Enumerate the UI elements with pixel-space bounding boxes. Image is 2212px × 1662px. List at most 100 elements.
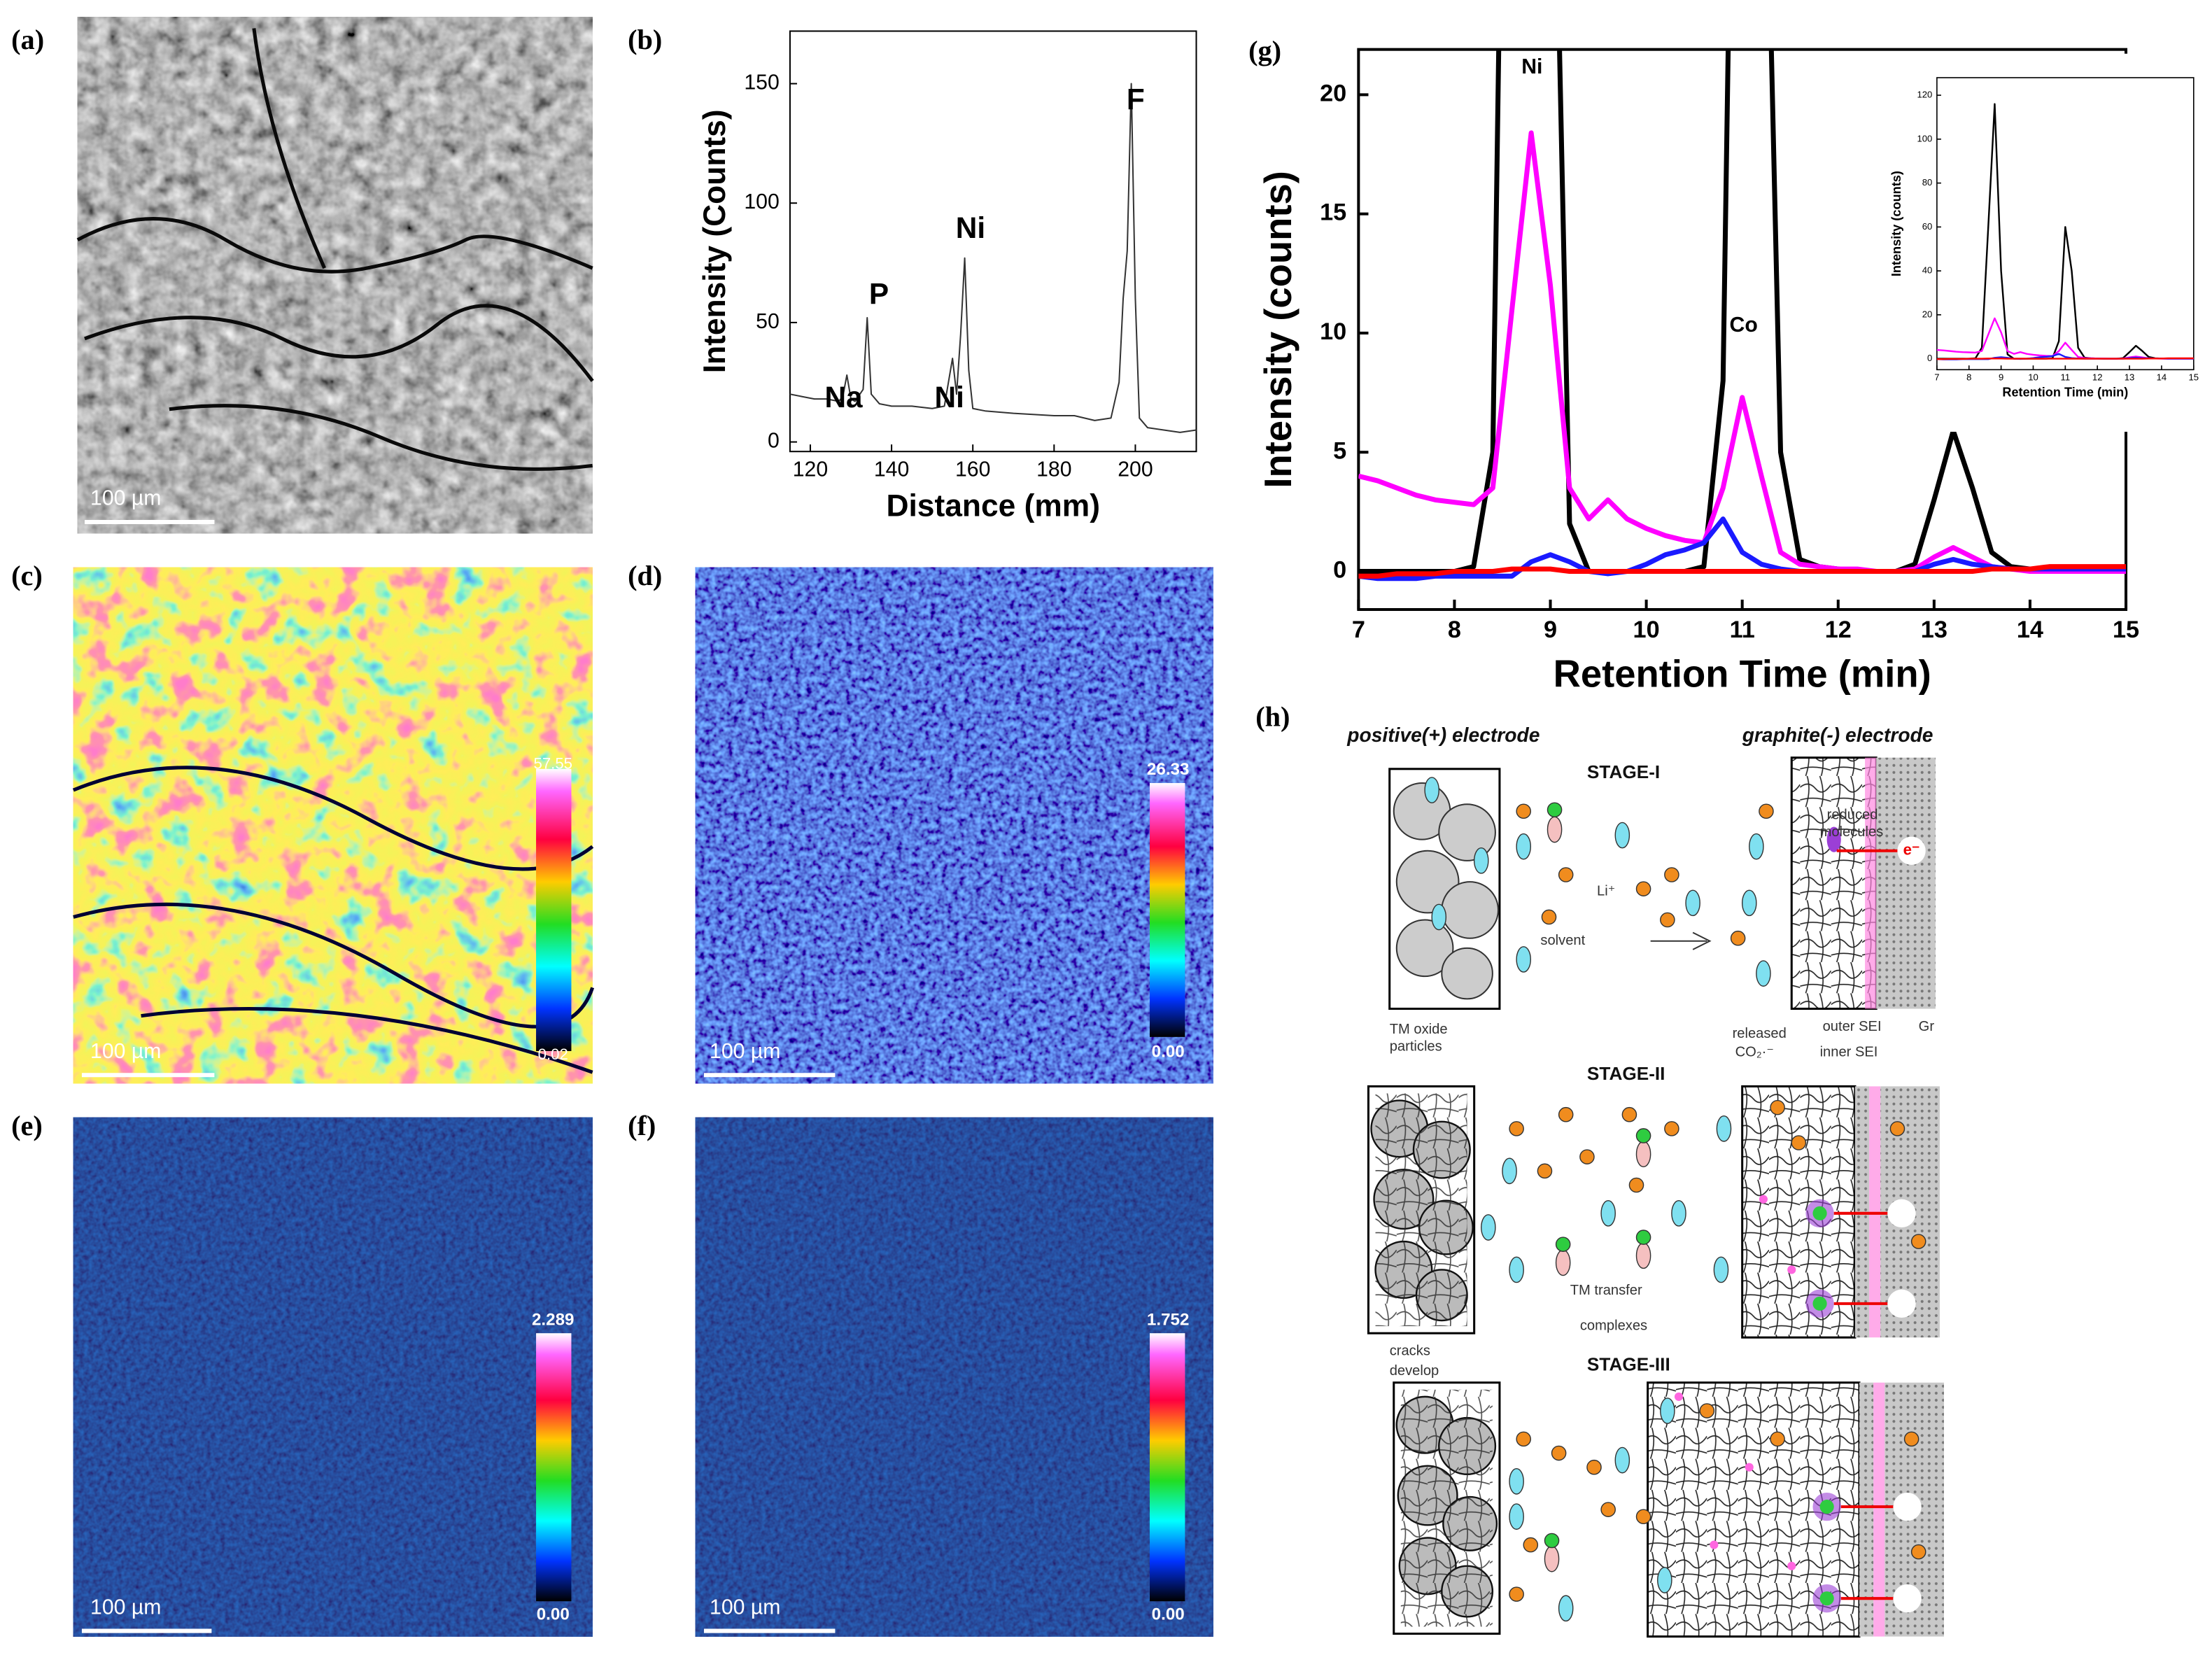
heading: graphite(-) electrode xyxy=(1742,724,1933,746)
chart: 7 8 9 10 11 12 13 14 15 0 20 40 60 80 100 120 Retention … xyxy=(1889,77,2199,400)
label: released xyxy=(1733,1026,1787,1041)
cracks xyxy=(1375,1093,1467,1327)
y-axis-label: Intensity (counts) xyxy=(1889,171,1903,276)
x-tick-label: 9 xyxy=(1999,372,2003,383)
li-ions xyxy=(1509,1099,1926,1249)
series-line xyxy=(1936,357,2194,360)
x-axis-label: Retention Time (min) xyxy=(2002,386,2128,400)
plot-frame xyxy=(789,30,1197,453)
x-tick-label: 200 xyxy=(1118,458,1153,481)
label: cracks xyxy=(1390,1344,1430,1359)
x-axis-label: Retention Time (min) xyxy=(1554,653,1931,696)
y-tick-label: 15 xyxy=(1320,199,1346,226)
label: develop xyxy=(1390,1363,1439,1379)
solvent-molecules xyxy=(1424,777,1771,987)
y-tick-label: 80 xyxy=(1922,177,1933,188)
inner-sei xyxy=(1873,1382,1885,1637)
panel-label: (h) xyxy=(1255,700,1290,732)
scale-bar-label: 100 µm xyxy=(710,1596,780,1619)
map-image xyxy=(73,1117,593,1637)
y-tick-label: 5 xyxy=(1333,437,1346,464)
x-tick-label: 14 xyxy=(2157,372,2167,383)
y-tick-label: 50 xyxy=(756,310,780,333)
heading: positive(+) electrode xyxy=(1346,724,1540,746)
colorbar-min: 0.00 xyxy=(1152,1605,1185,1624)
series-line xyxy=(1358,564,2127,579)
x-tick-label: 160 xyxy=(955,458,990,481)
annotation: Na xyxy=(824,381,863,414)
annotation: Ni xyxy=(956,211,985,244)
x-tick-label: 11 xyxy=(2061,372,2071,383)
x-tick-label: 15 xyxy=(2113,617,2139,643)
label: TM transfer xyxy=(1570,1283,1642,1298)
panel-label: (b) xyxy=(628,24,662,55)
label: outer SEI xyxy=(1823,1019,1882,1034)
panel-label: (d) xyxy=(628,560,662,591)
x-tick-label: 9 xyxy=(1544,617,1557,643)
x-tick-label: 8 xyxy=(1966,372,1971,383)
scale-bar-label: 100 µm xyxy=(90,1596,161,1619)
electron-label: e⁻ xyxy=(1903,841,1920,859)
label: solvent xyxy=(1540,933,1585,948)
scale-bar-label: 100 µm xyxy=(710,1040,780,1063)
stage-label: STAGE-I xyxy=(1587,761,1660,782)
x-tick-label: 7 xyxy=(1352,617,1365,643)
panel-a: (a) 100 µm xyxy=(11,17,594,534)
label: molecules xyxy=(1820,824,1884,840)
x-tick-label: 180 xyxy=(1036,458,1071,481)
colorbar xyxy=(536,1333,572,1602)
tm-complex xyxy=(1547,802,1563,843)
label: CO₂·⁻ xyxy=(1735,1044,1774,1059)
y-tick-label: 0 xyxy=(1927,353,1932,363)
y-tick-label: 100 xyxy=(744,190,779,213)
label: reduced xyxy=(1827,808,1878,823)
solvent-molecules xyxy=(1481,1115,1732,1283)
x-axis-label: Distance (mm) xyxy=(886,488,1100,523)
map-image xyxy=(73,567,593,1084)
panel-label: (a) xyxy=(11,24,44,55)
label: inner SEI xyxy=(1820,1044,1878,1059)
outer-sei xyxy=(1790,756,1878,1010)
series-group xyxy=(789,83,1197,433)
y-tick-label: 0 xyxy=(768,430,780,453)
tm-complexes xyxy=(1544,1533,1560,1572)
stage-label: STAGE-II xyxy=(1587,1063,1665,1084)
annotation: P xyxy=(869,278,889,311)
cracks xyxy=(76,28,594,471)
label: Li⁺ xyxy=(1597,884,1615,899)
panel-f: 1.752 0.00 100 µm (f) xyxy=(628,1110,1213,1637)
label: complexes xyxy=(1580,1318,1647,1333)
series-group xyxy=(1358,49,2127,582)
annotation: F xyxy=(1127,83,1145,115)
colorbar-max: 1.752 xyxy=(1147,1310,1190,1329)
li-ions xyxy=(1516,803,1774,946)
label: Gr xyxy=(1919,1019,1935,1034)
x-tick-label: 140 xyxy=(874,458,909,481)
x-tick-label: 13 xyxy=(1921,617,1947,643)
x-tick-label: 10 xyxy=(2028,372,2038,383)
panel-c: 57.55 0.02 100 µm (c) xyxy=(11,560,595,1084)
electrons xyxy=(1812,1492,1922,1613)
colorbar xyxy=(1149,1333,1185,1602)
annotation: Ni xyxy=(1521,55,1542,78)
particles xyxy=(1393,782,1499,1000)
y-tick-label: 40 xyxy=(1922,265,1933,276)
x-tick-label: 13 xyxy=(2125,372,2135,383)
diagram: (h) positive(+) electrode graphite(-) el… xyxy=(1255,700,1944,1638)
scale-bar-label: 100 µm xyxy=(90,1040,161,1063)
cracks xyxy=(1400,1389,1493,1627)
scale-bar-label: 100 µm xyxy=(90,487,161,510)
x-tick-label: 12 xyxy=(1825,617,1852,643)
series-group xyxy=(1936,103,2194,360)
y-tick-label: 120 xyxy=(1917,90,1932,100)
li-ions xyxy=(1509,1403,1926,1602)
label: particles xyxy=(1390,1038,1442,1054)
colorbar-max: 26.33 xyxy=(1147,760,1190,779)
stage-label: STAGE-III xyxy=(1587,1353,1670,1374)
y-tick-label: 100 xyxy=(1917,133,1932,143)
panel-label: (g) xyxy=(1248,35,1281,66)
colorbar-max: 2.289 xyxy=(532,1310,575,1329)
colorbar-max: 57.55 xyxy=(534,755,572,773)
released-species xyxy=(1674,1195,1796,1570)
